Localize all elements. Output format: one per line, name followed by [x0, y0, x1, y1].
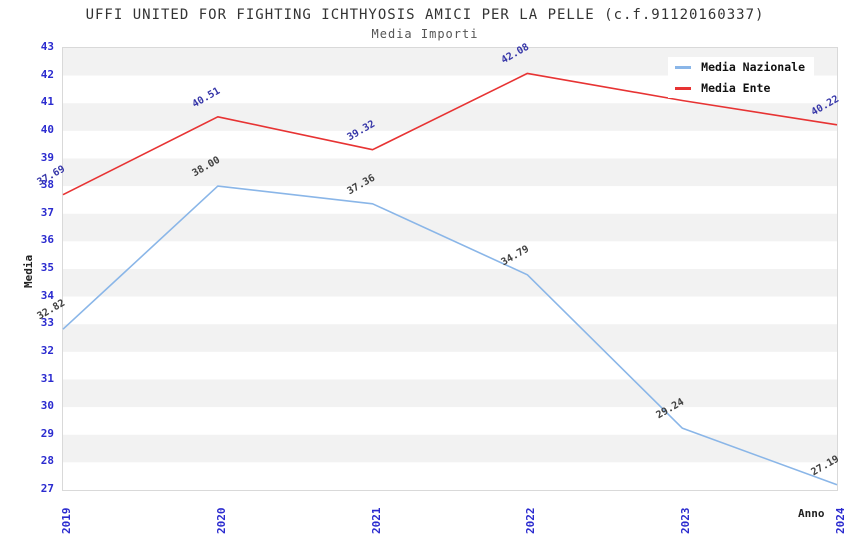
- y-tick-label: 31: [40, 371, 54, 385]
- x-tick-label: 2020: [214, 507, 228, 535]
- legend: Media Nazionale Media Ente: [668, 57, 814, 98]
- series-line-media-nazionale: [62, 185, 838, 486]
- y-tick-label: 35: [40, 261, 54, 274]
- y-tick-label: 40: [40, 122, 54, 136]
- legend-label: Media Nazionale: [701, 60, 805, 74]
- chart-title: UFFI UNITED FOR FIGHTING ICHTHYOSIS AMIC…: [85, 7, 765, 23]
- y-tick-label: 32: [40, 343, 54, 357]
- x-tick-label: 2019: [60, 507, 73, 535]
- plot-area: [62, 47, 838, 491]
- series-line-media-ente: [62, 72, 838, 196]
- grid-band: [63, 462, 837, 491]
- grid-band: [63, 158, 837, 187]
- grid-band: [63, 296, 837, 325]
- y-tick-label: 43: [40, 40, 54, 53]
- legend-label: Media Ente: [701, 81, 771, 95]
- x-axis-title: Anno: [798, 507, 825, 520]
- chart-subtitle: Media Importi: [371, 27, 479, 41]
- y-tick-label: 33: [40, 316, 54, 330]
- legend-item-media-ente[interactable]: Media Ente: [668, 78, 814, 98]
- legend-line-icon: [675, 65, 692, 69]
- x-tick-label: 2022: [524, 507, 538, 535]
- y-tick-label: 36: [40, 233, 54, 247]
- grid-band: [63, 241, 837, 270]
- grid-band: [63, 407, 837, 435]
- y-tick-label: 38: [40, 178, 54, 192]
- legend-line-icon: [675, 86, 692, 90]
- grid-band: [63, 269, 837, 297]
- grid-band: [63, 213, 837, 242]
- x-tick-label: 2021: [369, 507, 383, 535]
- x-tick-label: 2023: [679, 507, 693, 535]
- y-tick-label: 27: [40, 482, 54, 495]
- y-tick-label: 39: [40, 150, 54, 164]
- legend-item-media-nazionale[interactable]: Media Nazionale: [668, 57, 814, 77]
- y-tick-label: 42: [40, 67, 54, 81]
- grid-band: [63, 103, 837, 131]
- grid-band: [63, 130, 837, 159]
- y-tick-label: 37: [40, 205, 54, 219]
- grid-band: [63, 186, 837, 214]
- y-tick-label: 30: [40, 399, 54, 413]
- grid-band: [63, 379, 837, 408]
- y-tick-label: 34: [40, 288, 54, 302]
- grid-band: [63, 324, 837, 352]
- grid-band: [63, 351, 837, 380]
- grid-band: [63, 434, 837, 463]
- x-tick-label: 2024: [834, 507, 847, 535]
- plot-canvas: [62, 48, 838, 491]
- y-tick-label: 29: [40, 426, 54, 440]
- y-tick-label: 28: [40, 454, 54, 468]
- y-axis-title: Media: [22, 254, 35, 288]
- y-tick-label: 41: [40, 95, 54, 109]
